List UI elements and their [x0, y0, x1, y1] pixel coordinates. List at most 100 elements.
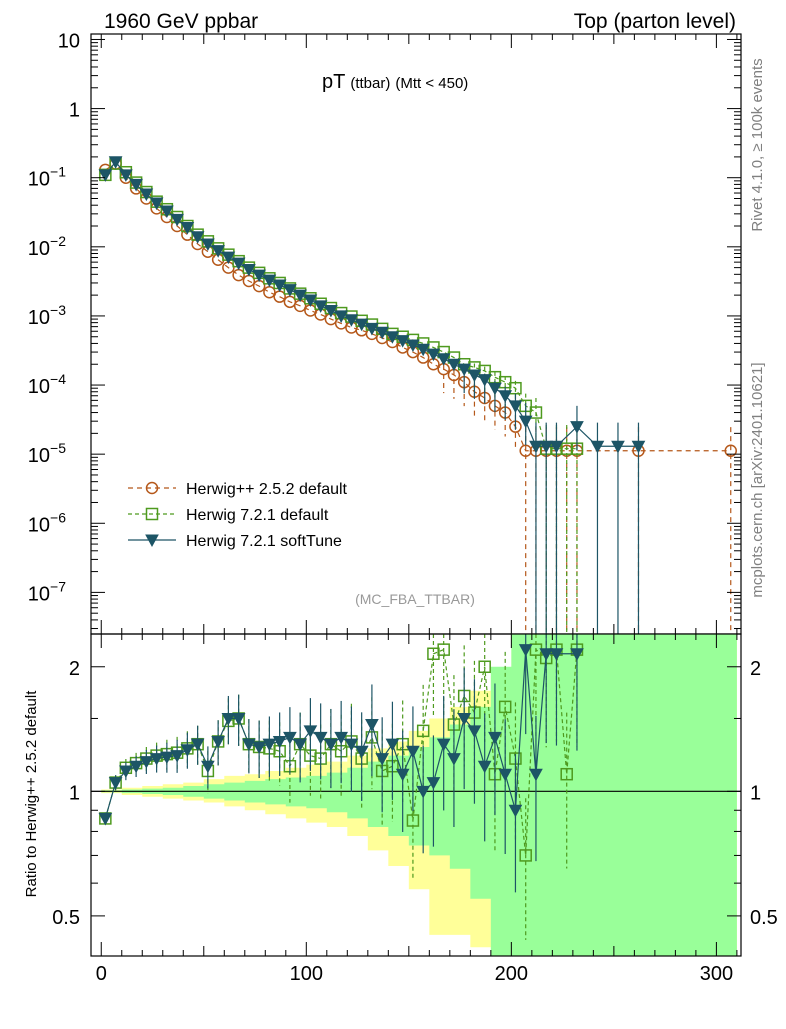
- y-tick-label: 1: [69, 100, 80, 122]
- data-point: [252, 269, 266, 283]
- data-point: [508, 400, 523, 413]
- data-point: [149, 197, 164, 211]
- ratio-point: [518, 644, 533, 657]
- data-point: [447, 358, 461, 372]
- data-point: [139, 188, 154, 202]
- ratio-point: [375, 753, 390, 766]
- main-title-sub: (ttbar): [350, 75, 390, 92]
- data-point: [467, 369, 482, 382]
- data-point: [529, 440, 543, 454]
- data-point: [406, 339, 420, 353]
- ratio-point: [242, 738, 256, 752]
- ratio-point: [252, 741, 266, 755]
- ratio-point: [447, 753, 461, 766]
- header-right: Top (parton level): [574, 10, 736, 33]
- ratio-point: [488, 731, 502, 745]
- y-tick-label: 10−7: [28, 578, 66, 605]
- ratio-point: [498, 700, 512, 714]
- ratio-point: [344, 738, 359, 752]
- data-point: [498, 390, 513, 403]
- data-point: [344, 314, 359, 327]
- data-point: [549, 440, 564, 454]
- y-tick-label: 10−6: [28, 509, 66, 536]
- data-point: [324, 304, 338, 318]
- y-tick-label: 10: [58, 30, 80, 52]
- ratio-point: [170, 750, 184, 763]
- data-point: [303, 294, 318, 308]
- data-point: [457, 363, 472, 377]
- ratio-point: [211, 735, 225, 749]
- watermark: (MC_FBA_TTBAR): [355, 591, 475, 607]
- ratio-y-tick-label-right: 2: [750, 658, 761, 680]
- data-point: [724, 444, 737, 458]
- legend-label: Herwig 7.2.1 softTune: [186, 533, 342, 550]
- data-point: [231, 257, 246, 271]
- ratio-point: [354, 745, 369, 759]
- ratio-point: [478, 660, 491, 674]
- ratio-point: [119, 765, 133, 779]
- x-tick-label: 200: [495, 963, 528, 985]
- ratio-point: [108, 777, 123, 790]
- main-title-cut: (Mtt < 450): [395, 75, 468, 92]
- ratio-point: [293, 738, 307, 752]
- ratio-point: [560, 767, 573, 781]
- ratio-point: [416, 724, 430, 738]
- ratio-point: [98, 812, 113, 826]
- ratio-point: [426, 777, 441, 790]
- ratio-point: [457, 712, 472, 726]
- ratio-point: [477, 760, 492, 774]
- main-panel: 10 1 10−1 10−2 10−3 10−4 10−5 10−6 10−7 pT (ttbar…: [28, 30, 742, 635]
- ratio-y-tick-label-left: 1: [69, 782, 80, 804]
- data-point: [170, 213, 184, 227]
- ratio-point: [498, 768, 513, 782]
- ratio-point: [549, 648, 564, 661]
- y-tick-label: 10−2: [28, 233, 66, 260]
- ratio-point: [201, 760, 215, 774]
- legend: Herwig++ 2.5.2 default Herwig 7.2.1 defau…: [128, 481, 348, 550]
- rivet-label: Rivet 4.1.0, ≥ 100k events: [749, 58, 766, 231]
- ratio-point: [539, 648, 554, 661]
- data-point: [242, 263, 256, 277]
- ratio-y-tick-label-right: 0.5: [750, 907, 778, 929]
- ratio-point: [313, 731, 328, 745]
- data-point: [477, 374, 492, 387]
- data-point: [98, 169, 113, 182]
- ratio-point: [570, 648, 584, 661]
- ratio-point: [272, 735, 287, 749]
- data-point: [334, 310, 349, 323]
- ratio-point: [303, 725, 318, 738]
- ratio-frame: [90, 633, 742, 957]
- data-point: [313, 300, 328, 313]
- ratio-point: [334, 731, 349, 745]
- ratio-point: [221, 712, 236, 726]
- ratio-point: [406, 814, 420, 827]
- data-point: [221, 251, 236, 265]
- ratio-ylabel: Ratio to Herwig++ 2.5.2 default: [23, 690, 40, 898]
- data-point: [488, 382, 502, 396]
- data-point: [272, 279, 287, 293]
- data-point: [611, 440, 625, 454]
- ratio-point: [385, 738, 400, 752]
- y-tick-label: 10−5: [28, 440, 66, 467]
- ratio-point: [416, 785, 431, 799]
- data-point: [518, 415, 533, 429]
- ratio-point: [262, 738, 277, 752]
- ratio-point: [437, 643, 450, 656]
- data-point: [529, 406, 543, 419]
- data-point: [119, 169, 133, 182]
- data-point: [211, 245, 225, 258]
- y-tick-label: 10−1: [28, 164, 66, 191]
- ratio-y-tick-label-right: 1: [750, 782, 761, 804]
- ratio-point: [231, 712, 246, 726]
- ratio-point: [149, 753, 164, 766]
- data-point: [129, 178, 143, 192]
- ratio-y-tick-label-left: 0.5: [52, 907, 80, 929]
- ratio-point: [190, 738, 205, 752]
- y-tick-label: 10−4: [28, 371, 66, 398]
- mcplots-label: mcplots.cern.ch [arXiv:2401.10621]: [749, 362, 766, 597]
- ratio-y-tick-label-left: 2: [69, 658, 80, 680]
- legend-label: Herwig 7.2.1 default: [186, 507, 329, 524]
- band-inner: [101, 634, 737, 956]
- main-title-main: pT: [322, 71, 345, 93]
